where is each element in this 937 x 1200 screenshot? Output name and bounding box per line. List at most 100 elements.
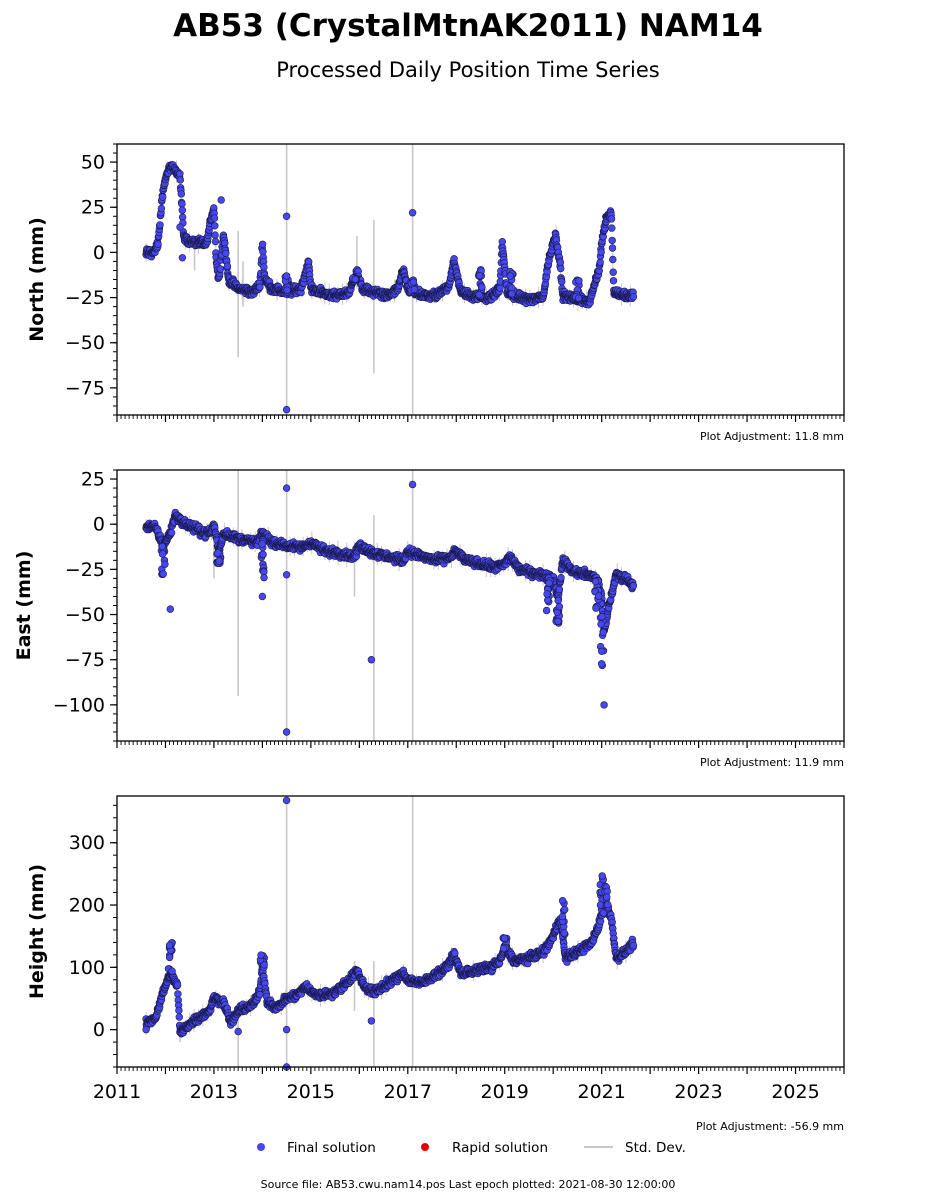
data-point (211, 222, 219, 230)
data-point (282, 728, 291, 736)
north-panel: 50 25 0 −25 −50 −75 North (mm) Plot Adjustment:… (26, 143, 845, 443)
data-point (609, 255, 617, 264)
data-point (176, 170, 184, 178)
data-point (211, 231, 219, 239)
data-point (599, 628, 607, 636)
y-tick-label: −50 (65, 332, 105, 354)
data-point (409, 278, 418, 286)
y-tick-label: 0 (93, 242, 105, 264)
data-point (608, 236, 616, 245)
data-point (178, 200, 186, 208)
data-point (158, 550, 167, 558)
data-point (543, 590, 551, 598)
data-point (607, 215, 616, 223)
data-point (282, 484, 291, 492)
data-point (154, 240, 162, 248)
data-point (159, 193, 167, 201)
data-point (557, 573, 565, 582)
data-point (506, 272, 514, 280)
data-point (367, 655, 376, 664)
data-point (178, 254, 187, 262)
data-point (282, 212, 291, 221)
data-point (609, 268, 617, 276)
data-point (608, 224, 616, 232)
data-point (260, 263, 268, 271)
data-point (574, 294, 583, 302)
data-point (508, 290, 516, 298)
data-point (259, 550, 267, 559)
data-point (556, 258, 565, 267)
y-axis-label: North (mm) (26, 217, 48, 342)
figure-subtitle: Processed Daily Position Time Series (276, 58, 660, 82)
data-point (211, 237, 220, 246)
data-point (591, 577, 600, 586)
data-point (600, 701, 608, 709)
data-point (597, 248, 605, 256)
data-point (545, 579, 553, 587)
data-point (178, 206, 187, 214)
data-point (177, 190, 186, 198)
data-point (158, 542, 167, 551)
figure-title: AB53 (CrystalMtnAK2011) NAM14 (173, 8, 763, 44)
final-solution-points (142, 796, 638, 1071)
data-point (543, 596, 552, 604)
data-point (166, 605, 175, 613)
y-tick-label: −25 (65, 559, 105, 581)
data-point (156, 221, 164, 229)
data-point (556, 264, 565, 273)
y-tick-label: −100 (53, 694, 105, 716)
data-point (475, 291, 483, 299)
y-tick-label: −75 (65, 377, 105, 399)
data-point (217, 196, 225, 204)
data-point (222, 249, 230, 258)
data-point (554, 596, 562, 605)
data-point (159, 570, 167, 578)
data-point (609, 277, 618, 285)
data-point (555, 585, 564, 594)
data-point (214, 549, 222, 557)
data-point (597, 660, 606, 668)
data-point (157, 204, 166, 213)
data-point (608, 244, 617, 252)
y-tick-label: 50 (81, 152, 105, 174)
plot-adjustment-label: Plot Adjustment: 11.9 mm (700, 756, 844, 769)
data-point (554, 617, 562, 625)
data-point (598, 612, 606, 621)
data-point (174, 990, 182, 998)
data-point (597, 647, 606, 655)
east-panel: 25 0 −25 −50 −75 −100 East (mm) Plot Adjustment… (13, 469, 845, 769)
data-point (282, 405, 291, 414)
data-point (351, 275, 359, 283)
data-point (223, 262, 232, 270)
data-point (408, 209, 417, 217)
final-solution-points (142, 480, 638, 736)
data-point (594, 592, 603, 600)
data-point (629, 582, 638, 590)
data-point (282, 571, 291, 579)
data-point (496, 284, 504, 292)
data-point (260, 573, 268, 582)
data-point (575, 277, 583, 285)
data-point (175, 1013, 184, 1021)
y-tick-label: −25 (65, 287, 105, 309)
data-point (476, 272, 484, 280)
data-point (592, 604, 600, 612)
data-point (210, 214, 219, 222)
data-point (175, 1006, 183, 1015)
y-tick-label: 25 (81, 197, 105, 219)
y-tick-label: −50 (65, 604, 105, 626)
plot-adjustment-label: Plot Adjustment: 11.8 mm (700, 430, 844, 443)
data-point (256, 283, 264, 291)
y-axis-label: East (mm) (13, 551, 35, 661)
data-point (410, 285, 418, 294)
data-point (258, 540, 266, 548)
data-point (283, 286, 291, 294)
data-point (557, 278, 566, 286)
y-tick-label: −75 (65, 649, 105, 671)
data-point (258, 240, 267, 249)
data-point (451, 949, 459, 957)
y-tick-label: 25 (81, 469, 105, 491)
y-tick-label: 0 (93, 514, 105, 536)
data-point (629, 293, 638, 301)
